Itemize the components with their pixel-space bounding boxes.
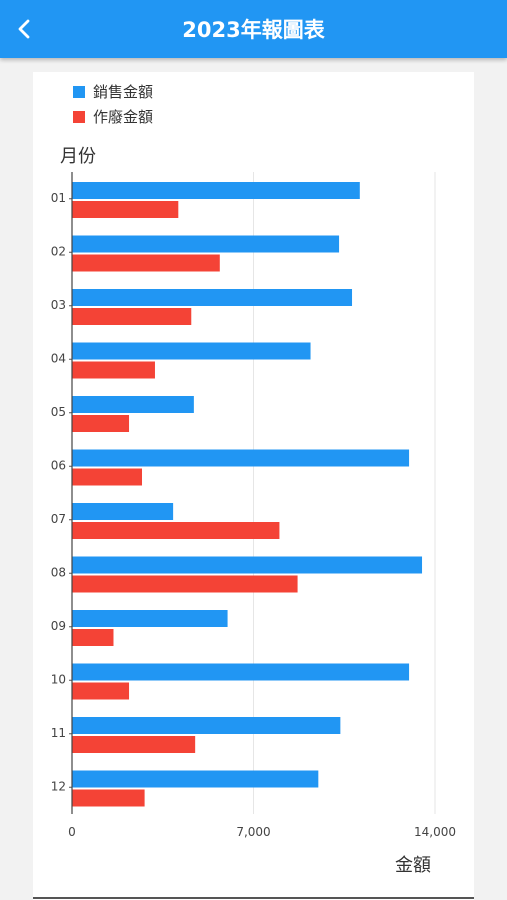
y-tick-label-10: 10	[51, 673, 66, 687]
bar-sales-01	[72, 182, 360, 199]
bar-void-09	[72, 629, 114, 646]
y-tick-label-05: 05	[51, 405, 66, 419]
card-divider	[33, 897, 474, 899]
bar-void-07	[72, 522, 280, 539]
bar-void-08	[72, 575, 298, 593]
legend-swatch-sales	[73, 85, 85, 98]
y-tick-label-03: 03	[51, 298, 66, 312]
app-bar: 2023年報圖表	[0, 0, 507, 58]
bar-sales-07	[72, 503, 174, 520]
x-axis-title: 金額	[395, 855, 431, 876]
y-tick-label-11: 11	[51, 726, 66, 740]
bar-sales-11	[72, 717, 341, 734]
chevron-left-icon	[18, 19, 30, 39]
bar-sales-08	[72, 556, 423, 574]
legend-item-void[interactable]: 作廢金額	[73, 106, 153, 127]
bar-sales-05	[72, 396, 194, 413]
page-title: 2023年報圖表	[182, 18, 325, 42]
bar-void-11	[72, 736, 196, 753]
y-tick-label-12: 12	[51, 780, 66, 794]
bar-void-06	[72, 468, 143, 486]
y-tick-label-04: 04	[51, 352, 66, 366]
legend-label-sales: 銷售金額	[93, 83, 154, 101]
legend-swatch-void	[73, 110, 85, 123]
y-tick-label-02: 02	[51, 245, 66, 259]
x-tick-label-1: 7,000	[236, 825, 270, 839]
bar-void-03	[72, 308, 192, 325]
bar-sales-03	[72, 289, 353, 306]
y-tick-label-01: 01	[51, 191, 66, 205]
bar-sales-09	[72, 610, 228, 627]
bar-void-12	[72, 789, 145, 807]
bar-void-05	[72, 415, 130, 432]
bar-sales-02	[72, 235, 340, 253]
y-tick-label-07: 07	[51, 512, 66, 526]
y-tick-label-08: 08	[51, 566, 66, 580]
bar-void-02	[72, 254, 220, 272]
bar-sales-10	[72, 663, 410, 681]
y-axis-title: 月份	[60, 146, 96, 167]
bar-sales-04	[72, 342, 311, 360]
back-button[interactable]	[4, 9, 44, 49]
legend-item-sales[interactable]: 銷售金額	[73, 81, 153, 102]
y-tick-label-09: 09	[51, 619, 66, 633]
legend-label-void: 作廢金額	[93, 108, 154, 126]
x-tick-label-2: 14,000	[414, 825, 456, 839]
bar-void-10	[72, 682, 130, 700]
bar-sales-06	[72, 449, 410, 467]
x-tick-label-0: 0	[68, 825, 76, 839]
bar-void-01	[72, 201, 179, 218]
y-tick-label-06: 06	[51, 459, 66, 473]
bar-void-04	[72, 361, 155, 379]
bar-sales-12	[72, 770, 319, 788]
